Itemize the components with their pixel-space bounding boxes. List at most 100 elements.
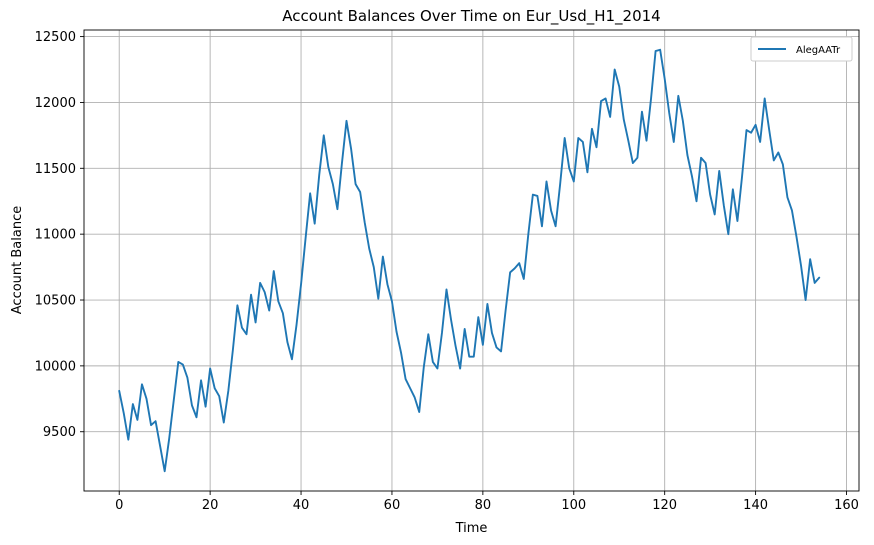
data-point (237, 305, 238, 306)
data-point (750, 132, 751, 133)
data-point (246, 334, 247, 335)
data-point (496, 347, 497, 348)
data-point (614, 69, 615, 70)
data-point (655, 50, 656, 51)
data-point (373, 266, 374, 267)
data-point (491, 332, 492, 333)
data-point (173, 400, 174, 401)
data-point (746, 130, 747, 131)
data-point (646, 140, 647, 141)
data-point (550, 210, 551, 211)
data-point (610, 116, 611, 117)
data-point (455, 346, 456, 347)
data-point (400, 352, 401, 353)
data-point (773, 160, 774, 161)
data-point (600, 101, 601, 102)
data-point (155, 421, 156, 422)
data-point (287, 342, 288, 343)
gridlines (84, 30, 859, 491)
data-point (510, 272, 511, 273)
data-point (541, 226, 542, 227)
data-point (241, 327, 242, 328)
data-point (410, 388, 411, 389)
data-point (382, 256, 383, 257)
chart-title: Account Balances Over Time on Eur_Usd_H1… (282, 7, 660, 26)
y-tick-label: 12000 (35, 96, 76, 111)
data-point (200, 380, 201, 381)
data-point (341, 162, 342, 163)
data-point (564, 137, 565, 138)
data-point (814, 282, 815, 283)
data-point (378, 298, 379, 299)
data-point (264, 292, 265, 293)
data-point (310, 193, 311, 194)
data-point (528, 234, 529, 235)
data-point (369, 248, 370, 249)
data-point (178, 361, 179, 362)
data-point (728, 234, 729, 235)
data-point (137, 419, 138, 420)
data-point (160, 446, 161, 447)
data-point (269, 310, 270, 311)
data-point (473, 356, 474, 357)
data-point (678, 95, 679, 96)
data-point (232, 349, 233, 350)
data-point (741, 177, 742, 178)
data-point (791, 210, 792, 211)
data-point (191, 405, 192, 406)
data-point (619, 86, 620, 87)
series-lines (118, 48, 821, 473)
y-tick-label: 11500 (35, 162, 76, 177)
data-point (687, 155, 688, 156)
data-point (505, 310, 506, 311)
data-point (328, 166, 329, 167)
data-point (460, 368, 461, 369)
data-point (405, 378, 406, 379)
data-point (141, 384, 142, 385)
data-point (291, 359, 292, 360)
legend-label: AlegAATr (796, 45, 841, 56)
data-point (187, 377, 188, 378)
data-point (396, 331, 397, 332)
data-point (123, 413, 124, 414)
data-point (278, 301, 279, 302)
x-tick-label: 20 (202, 498, 219, 513)
data-point (587, 172, 588, 173)
data-point (182, 364, 183, 365)
data-point (350, 148, 351, 149)
data-point (228, 390, 229, 391)
data-point (787, 197, 788, 198)
data-point (323, 135, 324, 136)
x-tick-label: 0 (115, 498, 123, 513)
data-point (450, 319, 451, 320)
data-point (641, 111, 642, 112)
data-point (628, 140, 629, 141)
data-point (296, 324, 297, 325)
data-point (764, 98, 765, 99)
data-point (682, 120, 683, 121)
data-point (573, 181, 574, 182)
data-point (714, 214, 715, 215)
data-point (796, 236, 797, 237)
y-tick-label: 10500 (35, 294, 76, 309)
x-tick-label: 40 (293, 498, 310, 513)
data-point (150, 425, 151, 426)
data-point (196, 417, 197, 418)
data-point (737, 220, 738, 221)
y-tick-label: 10000 (35, 359, 76, 374)
data-point (755, 124, 756, 125)
data-point (660, 49, 661, 50)
data-point (210, 368, 211, 369)
data-point (605, 98, 606, 99)
data-point (719, 170, 720, 171)
data-point (769, 130, 770, 131)
data-point (810, 259, 811, 260)
data-point (578, 137, 579, 138)
data-point (132, 403, 133, 404)
data-point (387, 284, 388, 285)
data-point (319, 174, 320, 175)
data-point (669, 112, 670, 113)
data-point (778, 152, 779, 153)
